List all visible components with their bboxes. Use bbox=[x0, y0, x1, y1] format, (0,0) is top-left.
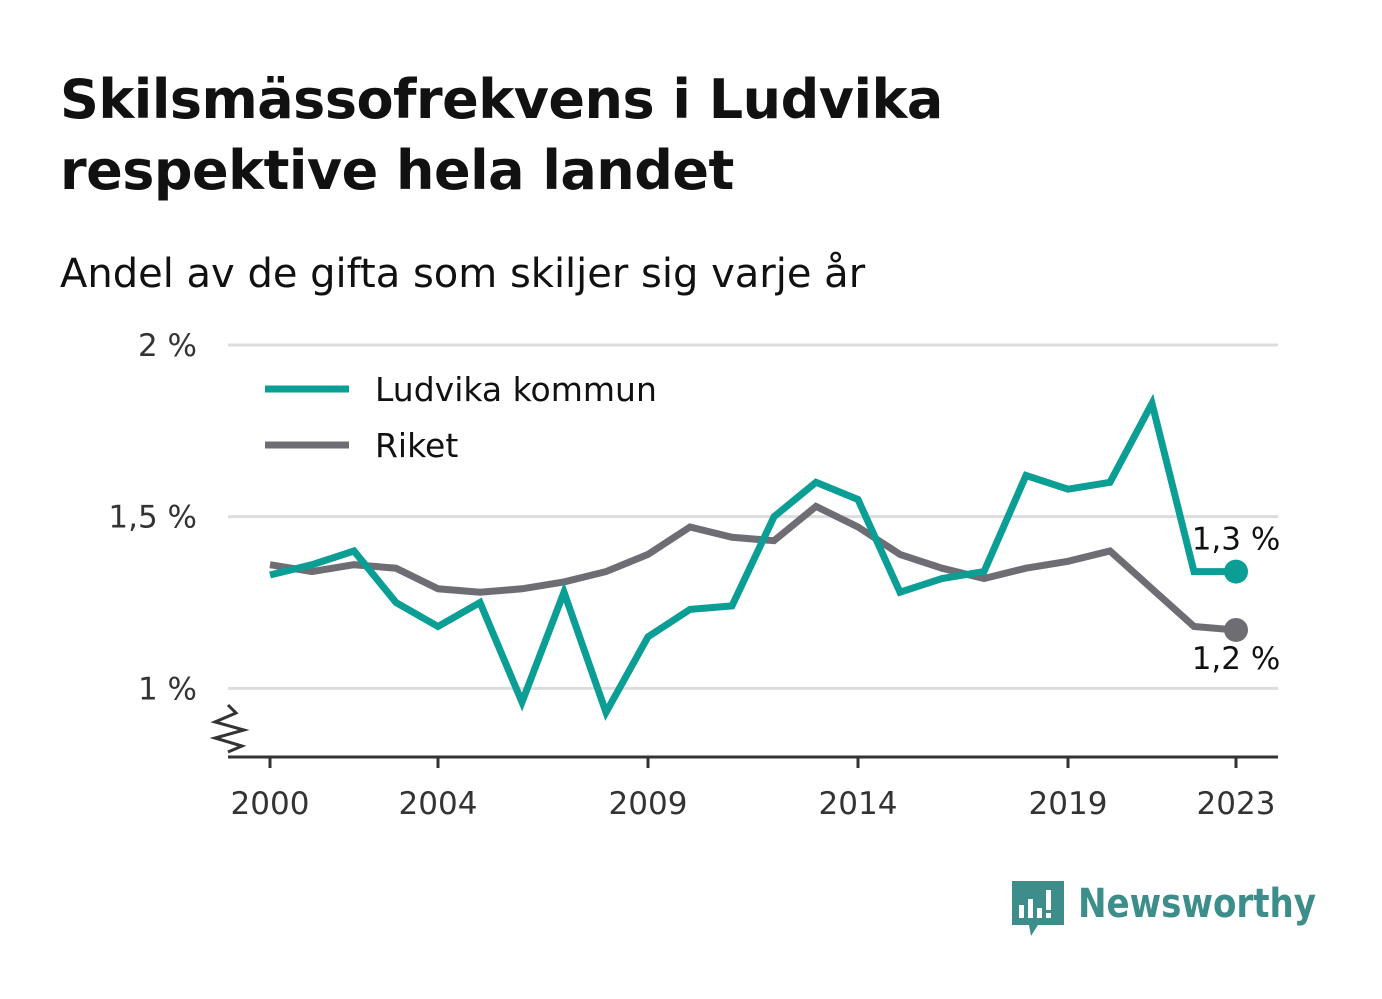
x-tick-label: 2014 bbox=[819, 786, 898, 822]
logo-bar-icon bbox=[1028, 899, 1033, 918]
chart-title: Skilsmässofrekvens i Ludvika respektive … bbox=[60, 64, 1160, 206]
end-label-riket: 1,2 % bbox=[1192, 641, 1281, 677]
series-endpoint-ludvika bbox=[1224, 559, 1248, 584]
series-line-riket bbox=[269, 502, 1237, 634]
legend: Ludvika kommun Riket bbox=[252, 360, 694, 478]
y-axis-ticks: 1 % 1,5 % 2 % bbox=[108, 328, 197, 707]
y-axis-break-icon bbox=[209, 703, 250, 754]
series-endpoint-riket bbox=[1224, 617, 1248, 642]
y-tick-label: 1,5 % bbox=[108, 500, 197, 536]
newsworthy-logo-mark: Newsworthy bbox=[1012, 881, 1316, 936]
gridlines bbox=[228, 343, 1278, 690]
logo-bar-icon bbox=[1046, 890, 1051, 910]
x-tick-label: 2023 bbox=[1197, 786, 1276, 822]
y-tick-label: 2 % bbox=[138, 328, 197, 364]
chart-title-line-2: respektive hela landet bbox=[60, 139, 734, 202]
series-line-ludvika bbox=[269, 393, 1236, 721]
logo-bar-icon bbox=[1019, 905, 1024, 918]
line-chart: 1 % 1,5 % 2 % 2000 2004 2009 2014 2019 2023 1,3… bbox=[108, 328, 1281, 822]
x-tick-label: 2009 bbox=[609, 786, 688, 822]
newsworthy-logo: Newsworthy bbox=[1008, 877, 1328, 945]
brand-name: Newsworthy bbox=[1078, 881, 1316, 927]
chart-title-line-1: Skilsmässofrekvens i Ludvika bbox=[60, 68, 943, 131]
series-lines bbox=[269, 393, 1248, 721]
end-label-ludvika: 1,3 % bbox=[1192, 522, 1281, 558]
logo-bar-icon bbox=[1046, 913, 1051, 918]
x-tick-label: 2004 bbox=[399, 786, 478, 822]
legend-label-riket: Riket bbox=[375, 426, 458, 465]
y-tick-label: 1 % bbox=[138, 671, 197, 707]
end-labels: 1,3 % 1,2 % bbox=[1192, 522, 1281, 677]
logo-bar-icon bbox=[1037, 908, 1042, 918]
legend-label-ludvika: Ludvika kommun bbox=[375, 370, 657, 409]
x-tick-label: 2000 bbox=[231, 786, 310, 822]
x-axis bbox=[209, 703, 1278, 768]
legend-background bbox=[252, 360, 694, 478]
x-tick-label: 2019 bbox=[1029, 786, 1108, 822]
chart-subtitle: Andel av de gifta som skiljer sig varje … bbox=[60, 251, 866, 297]
x-axis-ticks: 2000 2004 2009 2014 2019 2023 bbox=[231, 786, 1276, 822]
